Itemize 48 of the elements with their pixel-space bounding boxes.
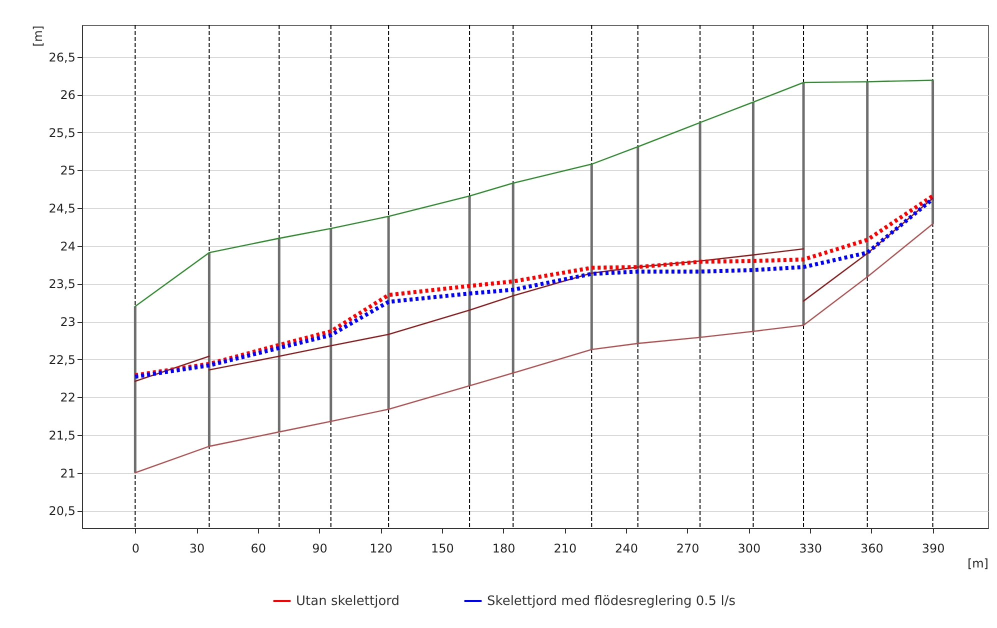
bar: [512, 183, 514, 373]
x-tick-label: 90: [312, 542, 328, 556]
line-series: [134, 80, 934, 308]
bar: [468, 196, 471, 386]
y-tick-label: 24,5: [48, 202, 76, 216]
y-tick-label: 26,5: [48, 50, 76, 64]
x-axis-title: [m]: [967, 556, 988, 570]
y-tick-label: 25: [60, 164, 76, 178]
x-tick-label: 390: [922, 542, 945, 556]
bar: [698, 122, 702, 338]
x-tick-label: 0: [132, 542, 140, 556]
bar: [134, 306, 136, 473]
line-series: [208, 248, 804, 371]
legend-label: Skelettjord med flödesreglering 0.5 l/s: [487, 594, 736, 609]
x-tick-label: 30: [189, 542, 205, 556]
x-tick-label: 300: [738, 542, 761, 556]
y-tick-label: 23,5: [48, 277, 76, 292]
bar: [330, 228, 332, 422]
y-tick-label: 21,5: [48, 428, 76, 442]
bar: [752, 102, 754, 332]
bar: [866, 82, 869, 277]
x-tick-label: 210: [554, 542, 577, 556]
bar: [208, 252, 210, 446]
y-tick-label: 22,5: [48, 352, 76, 367]
x-tick-label: 270: [676, 542, 700, 556]
x-tick-label: 150: [430, 542, 454, 556]
bar: [278, 238, 280, 432]
y-tick-label: 23: [60, 315, 76, 330]
bar: [590, 164, 593, 350]
bar: [387, 216, 390, 410]
y-tick-label: 24: [60, 239, 76, 254]
y-tick-label: 20,5: [48, 504, 76, 518]
x-tick-label: 360: [860, 542, 884, 556]
y-tick-label: 21: [60, 466, 76, 480]
x-tick-label: 60: [250, 542, 266, 556]
y-tick-label: 22: [60, 390, 76, 405]
x-tick-label: 120: [370, 542, 393, 556]
x-tick-label: 330: [799, 542, 822, 556]
y-tick-label: 26: [60, 88, 76, 102]
legend-label: Utan skelettjord: [296, 594, 400, 609]
y-tick-label: 25,5: [48, 126, 76, 140]
bar: [636, 146, 640, 344]
x-tick-label: 240: [615, 542, 638, 556]
bar: [802, 82, 805, 326]
bar: [932, 80, 934, 224]
x-tick-label: 180: [492, 542, 516, 556]
line-series: [134, 223, 934, 474]
y-axis-title: [m]: [30, 26, 45, 47]
